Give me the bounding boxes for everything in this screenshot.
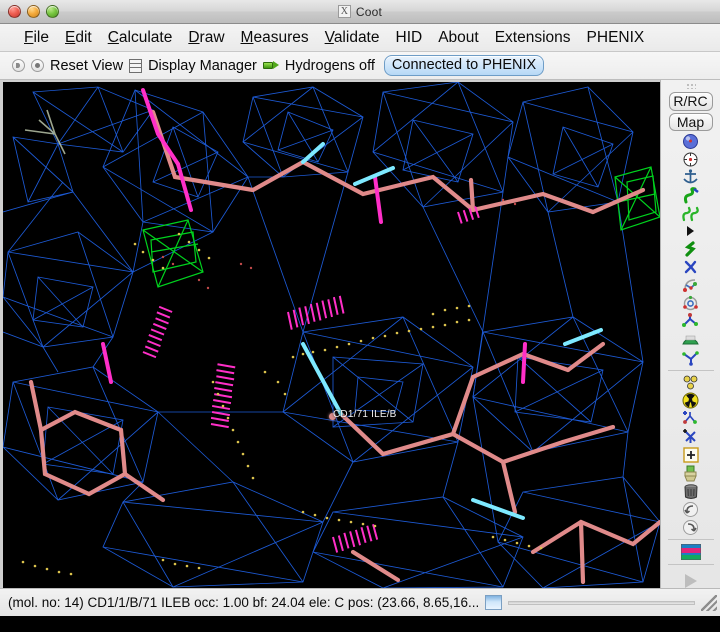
zoom-button[interactable] bbox=[46, 5, 59, 18]
radiation-icon[interactable] bbox=[678, 392, 704, 410]
menu-phenix[interactable]: PHENIX bbox=[586, 28, 645, 46]
anchor-residue-icon[interactable] bbox=[678, 168, 704, 186]
delete-residue-icon[interactable] bbox=[678, 482, 704, 500]
status-scroll-indicator[interactable] bbox=[485, 595, 503, 610]
density-mesh bbox=[3, 82, 660, 588]
status-scroll-track[interactable] bbox=[508, 600, 695, 605]
main-area: CD1/71 ILE/B R/RC Map bbox=[0, 80, 720, 588]
hydrogens-toggle-button[interactable]: Hydrogens off bbox=[285, 58, 375, 74]
map-button[interactable]: Map bbox=[668, 112, 713, 132]
biohazard-icon[interactable] bbox=[678, 374, 704, 392]
tool-sidebar: R/RC Map bbox=[660, 80, 720, 588]
hydrogens-label: Hydrogens off bbox=[284, 57, 375, 74]
close-button[interactable] bbox=[8, 5, 21, 18]
window-title-text: Coot bbox=[355, 4, 383, 19]
ribbon-double-icon[interactable] bbox=[678, 204, 704, 222]
resize-grip[interactable] bbox=[701, 594, 717, 611]
radio-toggle-filled-icon[interactable] bbox=[31, 59, 44, 72]
title-bar: X Coot bbox=[0, 0, 720, 24]
play-step-icon[interactable] bbox=[678, 222, 704, 240]
reset-view-button[interactable]: Reset View bbox=[50, 58, 123, 74]
window-controls bbox=[0, 5, 59, 18]
radio-toggle-icon[interactable] bbox=[12, 59, 25, 72]
menu-extensions[interactable]: Extensions bbox=[494, 28, 571, 46]
menu-validate[interactable]: Validate bbox=[324, 28, 380, 46]
menu-hid[interactable]: HID bbox=[395, 28, 423, 46]
nitrogen-bonds bbox=[301, 142, 603, 520]
sidebar-separator-3 bbox=[667, 564, 714, 565]
ribbon-single-icon[interactable] bbox=[678, 186, 704, 204]
sidebar-separator-2 bbox=[667, 539, 714, 541]
backbone-torsion-icon[interactable] bbox=[678, 259, 704, 277]
toolbar: Reset View Display Manager Hydrogens off… bbox=[0, 52, 720, 80]
menu-edit[interactable]: Edit bbox=[64, 28, 92, 46]
rotate-translate-icon[interactable] bbox=[678, 295, 704, 313]
status-text: (mol. no: 14) CD1/1/B/71 ILEB occ: 1.00 … bbox=[8, 595, 480, 610]
display-manager-label: Display Manager bbox=[148, 57, 257, 74]
gl-viewport[interactable]: CD1/71 ILE/B bbox=[0, 80, 660, 588]
contact-dots bbox=[21, 232, 543, 576]
redo-icon[interactable] bbox=[678, 518, 704, 536]
window-title: X Coot bbox=[0, 5, 720, 19]
menu-bar: File Edit Calculate Draw Measures Valida… bbox=[0, 24, 720, 52]
sphere-atom-icon[interactable] bbox=[678, 132, 704, 150]
electron-density-blue bbox=[3, 82, 660, 588]
flip-peptide-icon[interactable] bbox=[678, 277, 704, 295]
delete-atom-icon[interactable] bbox=[678, 428, 704, 446]
minimize-button[interactable] bbox=[27, 5, 40, 18]
sphere-refine-icon[interactable] bbox=[678, 331, 704, 349]
status-bar: (mol. no: 14) CD1/1/B/71 ILEB occ: 1.00 … bbox=[0, 588, 720, 616]
menu-measures[interactable]: Measures bbox=[240, 28, 309, 46]
hydrogens-icon[interactable] bbox=[262, 60, 279, 71]
contact-ladders bbox=[142, 206, 480, 553]
menu-calculate[interactable]: Calculate bbox=[107, 28, 173, 46]
molecular-graphics-canvas[interactable] bbox=[3, 82, 660, 588]
display-manager-icon[interactable] bbox=[129, 58, 143, 73]
reset-view-label: Reset View bbox=[50, 57, 124, 74]
regularize-zone-icon[interactable] bbox=[678, 349, 704, 367]
mutate-residue-icon[interactable] bbox=[678, 464, 704, 482]
menu-about[interactable]: About bbox=[438, 28, 479, 46]
sidebar-separator-1 bbox=[667, 369, 714, 371]
alt-conformer-bonds bbox=[101, 88, 527, 384]
axes-indicator bbox=[24, 109, 66, 155]
rotamer-green-icon[interactable] bbox=[678, 241, 704, 259]
crosshair-center-icon[interactable] bbox=[678, 150, 704, 168]
window-bottom-fill bbox=[0, 616, 720, 632]
rrc-button[interactable]: R/RC bbox=[668, 92, 713, 111]
difference-density-negative-dots bbox=[161, 198, 517, 290]
x11-icon: X bbox=[337, 5, 351, 18]
selected-atom-marker bbox=[329, 413, 336, 420]
display-manager-button[interactable]: Display Manager bbox=[148, 58, 257, 74]
menu-file[interactable]: File bbox=[24, 28, 49, 46]
play-triangle-icon[interactable] bbox=[684, 573, 697, 588]
connected-to-phenix-button[interactable]: Connected to PHENIX bbox=[383, 55, 545, 76]
add-atom-icon[interactable] bbox=[678, 410, 704, 428]
colour-map-icon[interactable] bbox=[678, 543, 704, 561]
add-terminal-residue-icon[interactable] bbox=[678, 446, 704, 464]
undo-icon[interactable] bbox=[678, 500, 704, 518]
sidebar-grip[interactable] bbox=[685, 83, 696, 90]
menu-draw[interactable]: Draw bbox=[188, 28, 225, 46]
real-space-refine-icon[interactable] bbox=[678, 313, 704, 331]
